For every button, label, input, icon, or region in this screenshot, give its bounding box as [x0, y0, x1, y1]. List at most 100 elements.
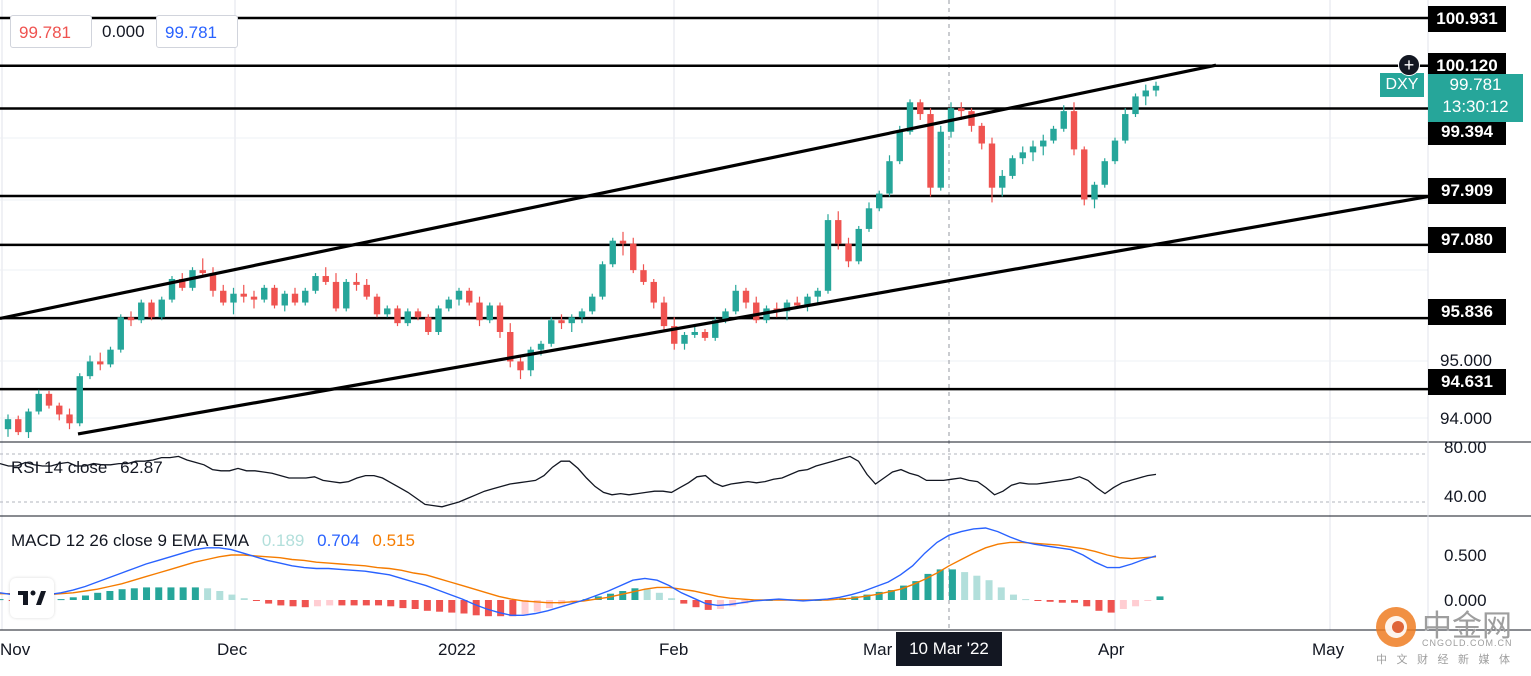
candle-body: [353, 281, 360, 285]
macd-hist-bar: [0, 599, 4, 601]
candle-body: [845, 243, 852, 262]
macd-tick-0: 0.000: [1444, 591, 1487, 610]
candle-body: [619, 240, 627, 244]
candle-body: [281, 293, 288, 306]
candle-body: [906, 102, 914, 132]
macd-hist-bar: [436, 600, 444, 612]
candle-body: [865, 208, 873, 229]
candle-body: [671, 326, 678, 344]
candle-body: [527, 349, 534, 371]
macd-hist-bar: [1132, 600, 1140, 607]
macd-hist-bar: [362, 600, 370, 606]
candle-body: [486, 305, 493, 321]
candle-body: [701, 331, 709, 338]
open-value-box: 99.781: [10, 15, 92, 48]
watermark-url: CNGOLD.COM.CN: [1422, 638, 1513, 648]
candle-body: [640, 270, 647, 282]
candle-body: [250, 296, 258, 300]
candle-body: [209, 273, 217, 291]
candle-body: [117, 317, 124, 350]
macd-hist-bar: [716, 600, 724, 609]
candle-body: [1142, 90, 1149, 97]
macd-hist-bar: [900, 585, 908, 600]
macd-hist-bar: [1022, 599, 1030, 601]
candle-body: [968, 111, 975, 126]
candle-body: [199, 270, 206, 274]
macd-hist-bar: [240, 598, 248, 600]
candle-body: [240, 293, 247, 297]
candle-body: [455, 290, 463, 300]
add-plus-icon[interactable]: +: [1398, 54, 1420, 76]
candle-body: [86, 361, 94, 377]
macd-hist-bar: [94, 592, 102, 600]
candle-body: [568, 317, 575, 324]
macd-hist-bar: [533, 600, 541, 612]
macd-hist-bar: [191, 587, 199, 600]
candle-body: [732, 290, 739, 312]
candle-body: [1070, 111, 1078, 150]
macd-hist-bar: [301, 600, 309, 608]
macd-legend[interactable]: MACD 12 26 close 9 EMA EMA 0.189 0.704 0…: [11, 531, 423, 551]
price-tag-95836: 95.836: [1428, 299, 1506, 325]
macd-tick-05: 0.500: [1444, 546, 1487, 565]
countdown: 13:30:12: [1442, 97, 1509, 116]
macd-hist-bar: [997, 587, 1005, 600]
macd-hist-bar: [1156, 596, 1164, 600]
candle-body: [312, 276, 319, 291]
macd-hist-bar: [948, 569, 956, 600]
rsi-line: [0, 455, 1157, 508]
macd-hist-bar: [313, 600, 321, 607]
macd-hist-bar: [167, 587, 175, 600]
candle-body: [322, 276, 329, 282]
candle-body: [332, 281, 340, 309]
macd-legend-hist: 0.189: [261, 531, 305, 550]
macd-hist-bar: [521, 600, 529, 615]
macd-hist-bar: [106, 591, 114, 600]
candle-body: [886, 161, 893, 194]
macd-hist-bar: [973, 575, 981, 600]
macd-hist-bar: [411, 600, 419, 609]
macd-hist-bar: [570, 600, 578, 602]
candle-body: [630, 243, 637, 271]
candle-body: [168, 278, 176, 300]
candle-body: [1132, 96, 1139, 115]
candle-body: [917, 102, 924, 115]
candle-body: [230, 293, 237, 303]
open-value: 99.781: [19, 23, 71, 42]
tradingview-logo[interactable]: [10, 578, 54, 618]
candle-body: [1050, 128, 1057, 141]
close-value: 99.781: [165, 23, 217, 42]
macd-hist-bar: [545, 600, 553, 609]
candle-body: [650, 281, 657, 303]
macd-hist-bar: [619, 591, 627, 600]
candle-body: [896, 131, 903, 162]
candle-body: [66, 414, 73, 424]
candle-body: [937, 131, 944, 188]
candle-body: [476, 302, 483, 321]
candle-body: [1040, 140, 1047, 147]
candle-body: [599, 264, 606, 297]
candle-body: [681, 334, 688, 344]
macd-hist-bar: [1071, 600, 1079, 603]
candle-body: [1029, 146, 1037, 153]
macd-hist-bar: [155, 587, 163, 600]
macd-hist-bar: [704, 600, 712, 610]
candle-body: [1122, 114, 1129, 141]
macd-hist-bar: [985, 580, 993, 600]
macd-hist-bar: [863, 594, 871, 600]
macd-hist-bar: [69, 597, 77, 600]
date-mar: Mar: [863, 640, 893, 659]
candle-body: [343, 281, 350, 309]
macd-hist-bar: [1144, 600, 1152, 601]
candle-body: [1101, 161, 1108, 185]
candle-body: [794, 302, 801, 306]
macd-hist-bar: [130, 588, 138, 600]
candle-body: [855, 228, 862, 262]
rsi-legend[interactable]: RSI 14 close 62.87: [11, 458, 171, 478]
candle-body: [1091, 184, 1098, 200]
close-value-box: 99.781: [156, 15, 238, 48]
candle-body: [824, 220, 832, 291]
price-tag-94631: 94.631: [1428, 369, 1506, 395]
price-tag-97080: 97.080: [1428, 227, 1506, 253]
